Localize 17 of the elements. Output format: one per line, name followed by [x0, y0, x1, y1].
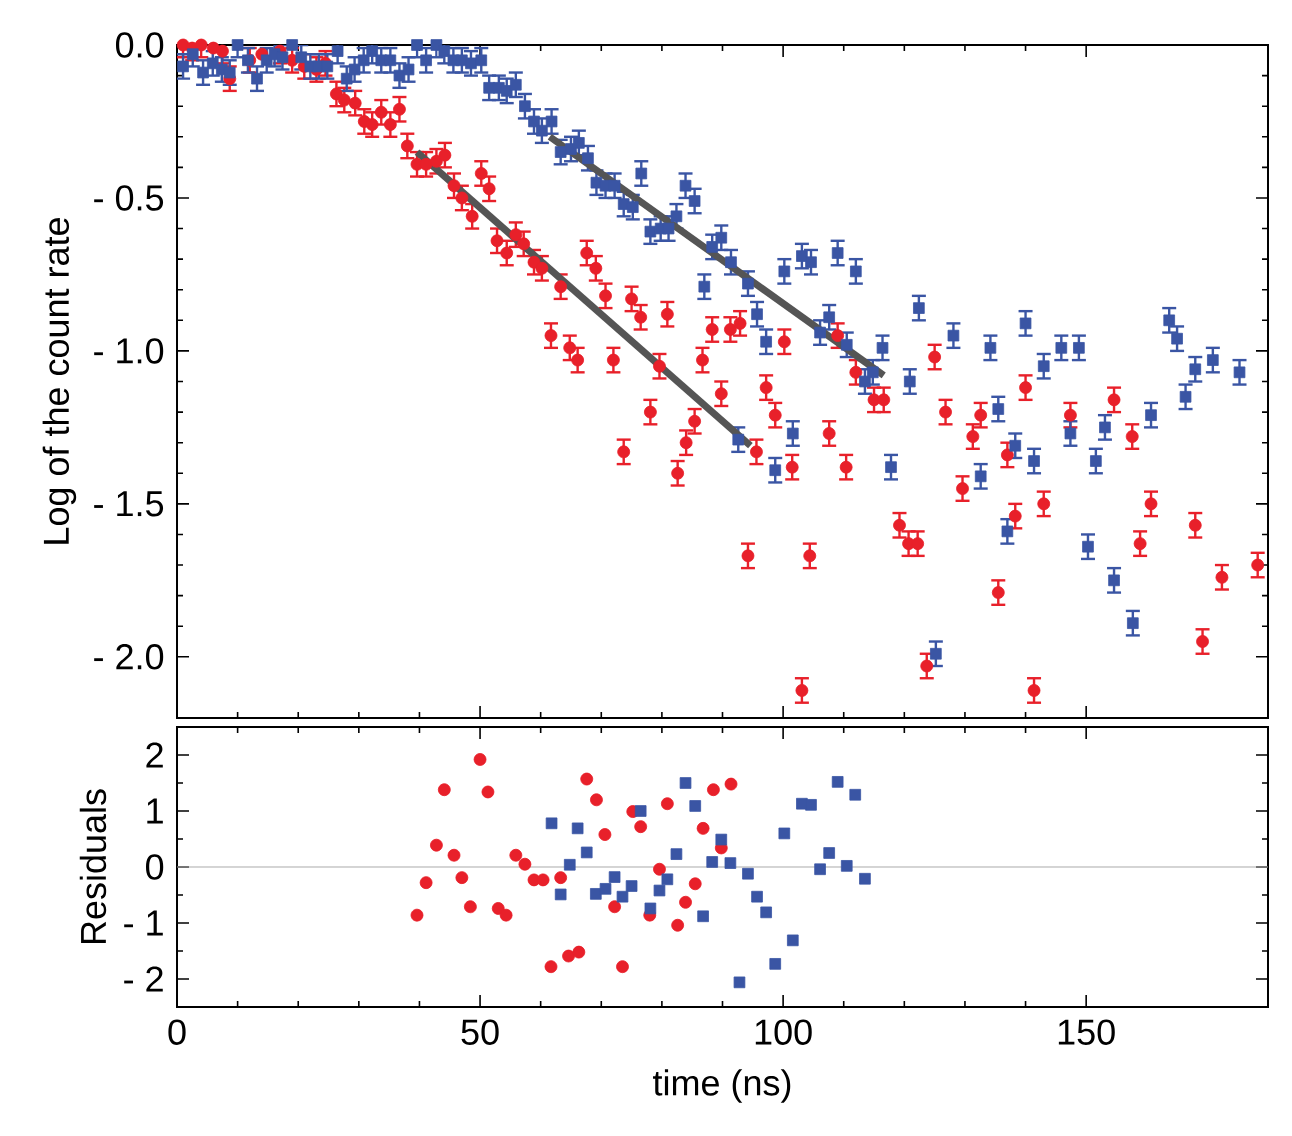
x-tick-label: 150	[1058, 1019, 1115, 1045]
y-tick-label: 1	[147, 798, 163, 824]
y-tick-label: - 2.0	[94, 644, 164, 670]
x-tick-label: 50	[461, 1019, 499, 1045]
x-tick-label: 0	[168, 1019, 186, 1045]
y-tick-label: 2	[146, 742, 163, 768]
y-tick-label: - 1	[124, 910, 163, 936]
y-tick-label: - 2	[124, 966, 163, 992]
x-axis-title: time (ns)	[653, 1069, 791, 1103]
y-tick-label: - 1.0	[94, 338, 164, 364]
y-tick-label: - 0.5	[94, 185, 164, 211]
y-axis-title: Residuals	[79, 789, 107, 944]
y-axis-title: Log of the count rate	[42, 218, 77, 544]
x-tick-label: 100	[755, 1019, 812, 1045]
y-tick-label: 0.0	[115, 32, 164, 58]
y-tick-label: - 1.5	[94, 491, 164, 517]
y-tick-label: 0	[146, 854, 164, 880]
